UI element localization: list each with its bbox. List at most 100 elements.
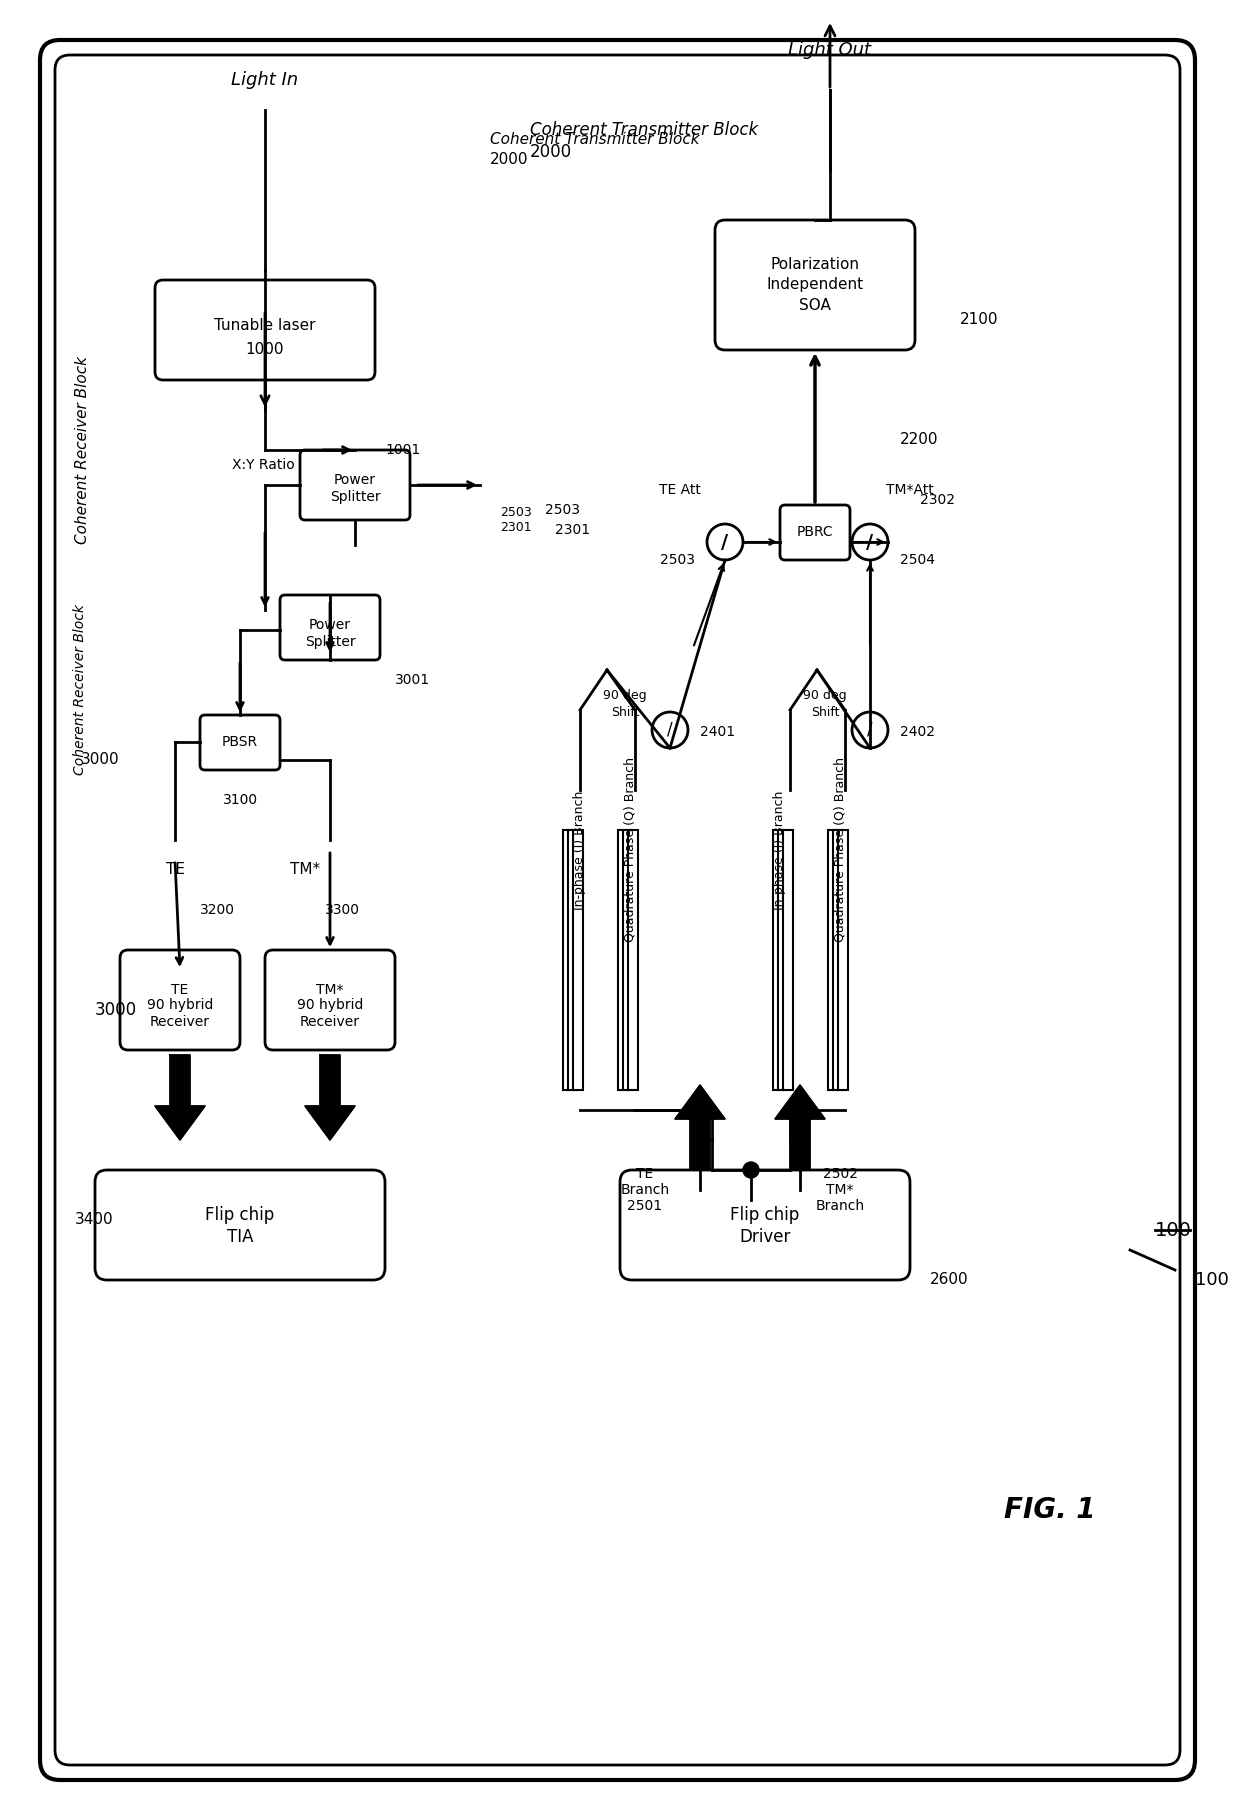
Text: Power: Power	[309, 617, 351, 632]
Text: Quadrature Phase (Q) Branch: Quadrature Phase (Q) Branch	[833, 758, 847, 943]
Text: 3200: 3200	[200, 903, 236, 918]
Text: TE Att: TE Att	[660, 483, 701, 498]
FancyBboxPatch shape	[120, 950, 241, 1050]
Text: 3300: 3300	[325, 903, 360, 918]
Text: Coherent Receiver Block: Coherent Receiver Block	[73, 605, 87, 775]
Text: Splitter: Splitter	[305, 635, 356, 650]
Polygon shape	[556, 789, 605, 811]
Text: 100: 100	[1195, 1271, 1229, 1289]
Text: FIG. 1: FIG. 1	[1004, 1497, 1096, 1524]
Text: 2100: 2100	[960, 313, 998, 328]
FancyBboxPatch shape	[780, 505, 849, 559]
Text: 2000: 2000	[529, 143, 572, 161]
Text: TE: TE	[171, 983, 188, 997]
Bar	[622, 831, 632, 1090]
Text: Flip chip: Flip chip	[206, 1205, 274, 1224]
Text: 2504: 2504	[900, 554, 935, 567]
Text: In-phase (I) Branch: In-phase (I) Branch	[573, 791, 587, 910]
Text: Shift: Shift	[611, 706, 640, 719]
Polygon shape	[610, 789, 660, 811]
Text: Flip chip: Flip chip	[730, 1205, 800, 1224]
Text: Receiver: Receiver	[150, 1015, 210, 1030]
Text: Coherent Transmitter Block: Coherent Transmitter Block	[490, 132, 699, 147]
FancyBboxPatch shape	[280, 595, 379, 661]
Text: 100: 100	[1154, 1220, 1192, 1240]
Text: 2502
TM*
Branch: 2502 TM* Branch	[816, 1167, 864, 1213]
Bar	[782, 831, 794, 1090]
Bar	[573, 831, 583, 1090]
FancyBboxPatch shape	[715, 221, 915, 349]
Bar	[777, 831, 787, 1090]
Polygon shape	[775, 1084, 825, 1169]
Bar	[833, 831, 843, 1090]
Text: 3100: 3100	[222, 793, 258, 807]
Text: 2401: 2401	[701, 726, 735, 738]
FancyBboxPatch shape	[40, 40, 1195, 1779]
Text: /: /	[722, 532, 729, 552]
Bar	[828, 831, 838, 1090]
Text: 90 hybrid: 90 hybrid	[146, 997, 213, 1012]
FancyBboxPatch shape	[95, 1169, 384, 1280]
Bar	[773, 831, 782, 1090]
Text: Power: Power	[334, 472, 376, 487]
Polygon shape	[765, 789, 815, 811]
Circle shape	[743, 1162, 759, 1178]
Polygon shape	[305, 1055, 355, 1140]
Text: 2503: 2503	[546, 503, 580, 518]
Text: 2503
2301: 2503 2301	[500, 507, 532, 534]
FancyBboxPatch shape	[200, 715, 280, 769]
Text: 2301: 2301	[556, 523, 590, 538]
Text: 90 deg: 90 deg	[603, 688, 647, 702]
Text: Tunable laser: Tunable laser	[215, 317, 316, 333]
Text: /: /	[867, 532, 873, 552]
FancyBboxPatch shape	[300, 451, 410, 519]
Text: 2200: 2200	[900, 433, 939, 447]
Text: /: /	[667, 720, 673, 738]
Bar	[627, 831, 639, 1090]
Text: 3000: 3000	[95, 1001, 138, 1019]
Text: /: /	[867, 720, 873, 738]
Text: 2000: 2000	[490, 152, 528, 168]
Bar	[563, 831, 573, 1090]
FancyBboxPatch shape	[55, 54, 1180, 1765]
Text: 3001: 3001	[396, 673, 430, 688]
Text: Coherent Transmitter Block: Coherent Transmitter Block	[529, 121, 758, 139]
Text: TE
Branch
2501: TE Branch 2501	[620, 1167, 670, 1213]
Text: TM*Att: TM*Att	[887, 483, 934, 498]
FancyBboxPatch shape	[620, 1169, 910, 1280]
Text: 3000: 3000	[81, 753, 119, 767]
Text: 2600: 2600	[930, 1272, 968, 1287]
Text: Receiver: Receiver	[300, 1015, 360, 1030]
Text: 2503: 2503	[660, 554, 694, 567]
Bar	[838, 831, 848, 1090]
Text: Independent: Independent	[766, 277, 863, 293]
Polygon shape	[820, 789, 870, 811]
Text: In-phase (I) Branch: In-phase (I) Branch	[774, 791, 786, 910]
FancyBboxPatch shape	[155, 281, 374, 380]
Text: Coherent Receiver Block: Coherent Receiver Block	[74, 357, 91, 545]
Text: TM*: TM*	[316, 983, 343, 997]
Text: Quadrature Phase (Q) Branch: Quadrature Phase (Q) Branch	[624, 758, 636, 943]
FancyBboxPatch shape	[265, 950, 396, 1050]
Text: SOA: SOA	[799, 297, 831, 313]
Text: 2302: 2302	[920, 492, 955, 507]
Bar	[618, 831, 627, 1090]
Text: Light In: Light In	[232, 71, 299, 89]
Text: 3400: 3400	[74, 1213, 114, 1227]
Text: TE: TE	[165, 863, 185, 878]
Text: Shift: Shift	[811, 706, 839, 719]
Text: 2402: 2402	[900, 726, 935, 738]
Polygon shape	[675, 1084, 725, 1169]
Text: TIA: TIA	[227, 1227, 253, 1245]
Text: 1000: 1000	[246, 342, 284, 358]
Text: X:Y Ratio: X:Y Ratio	[232, 458, 295, 472]
Polygon shape	[610, 1090, 660, 1110]
Text: PBSR: PBSR	[222, 735, 258, 749]
Text: Splitter: Splitter	[330, 491, 381, 503]
Polygon shape	[765, 1090, 815, 1110]
Polygon shape	[556, 1090, 605, 1110]
Text: PBRC: PBRC	[796, 525, 833, 539]
Bar	[568, 831, 578, 1090]
Text: TM*: TM*	[290, 863, 320, 878]
Text: 90 deg: 90 deg	[804, 688, 847, 702]
